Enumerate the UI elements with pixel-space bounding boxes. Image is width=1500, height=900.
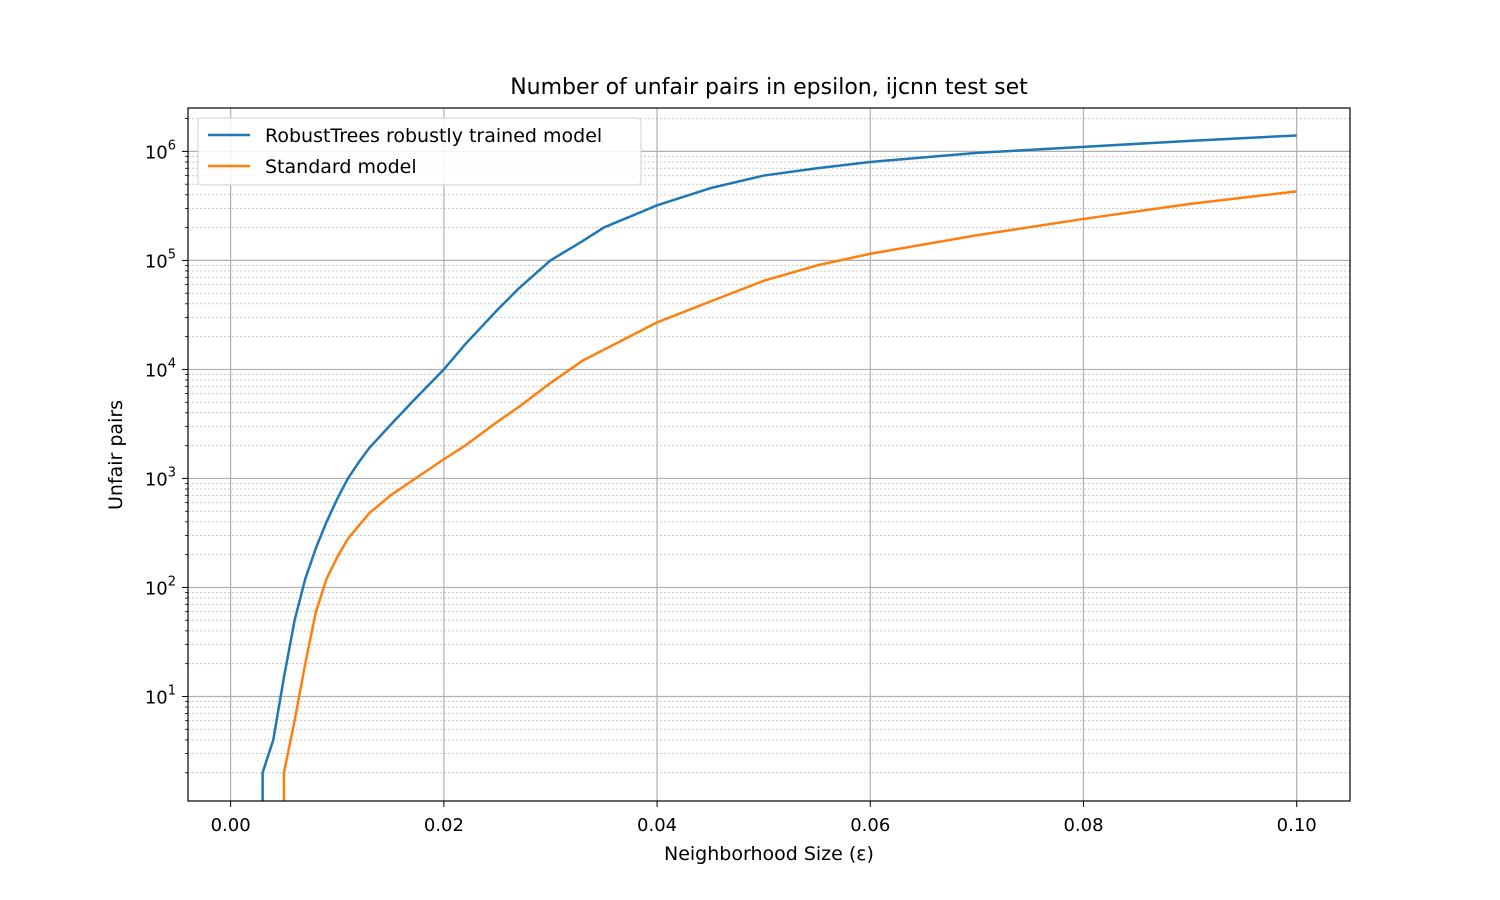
y-tick-label: 106 (145, 138, 176, 163)
series-line-0 (261, 134, 1297, 801)
y-tick-label: 104 (145, 356, 176, 381)
y-tick-label: 103 (145, 465, 176, 490)
y-tick-label: 102 (145, 574, 176, 599)
plot-frame (187, 107, 1351, 802)
x-tick-label: 0.10 (1277, 815, 1317, 836)
y-tick-label: 101 (145, 683, 176, 708)
y-axis: 101 102 103 104 105 106 (145, 118, 188, 774)
legend-label-1: Standard model (265, 156, 417, 178)
chart-title: Number of unfair pairs in epsilon, ijcnn… (510, 75, 1028, 100)
minor-gridlines (188, 118, 1350, 774)
legend: RobustTrees robustly trained model Standa… (197, 117, 642, 186)
x-tick-label: 0.06 (850, 815, 890, 836)
legend-label-0: RobustTrees robustly trained model (265, 125, 602, 147)
x-axis-label: Neighborhood Size (ε) (664, 843, 874, 865)
y-axis-label: Unfair pairs (105, 400, 127, 510)
x-axis: 0.00 0.02 0.04 0.06 0.08 0.10 (211, 801, 1317, 836)
y-tick-label: 105 (145, 247, 176, 272)
x-tick-label: 0.00 (211, 815, 251, 836)
series-line-1 (282, 190, 1297, 801)
x-tick-label: 0.04 (637, 815, 677, 836)
legend-box (197, 117, 642, 186)
x-tick-label: 0.08 (1063, 815, 1103, 836)
x-tick-label: 0.02 (424, 815, 464, 836)
series-layer (261, 134, 1297, 801)
